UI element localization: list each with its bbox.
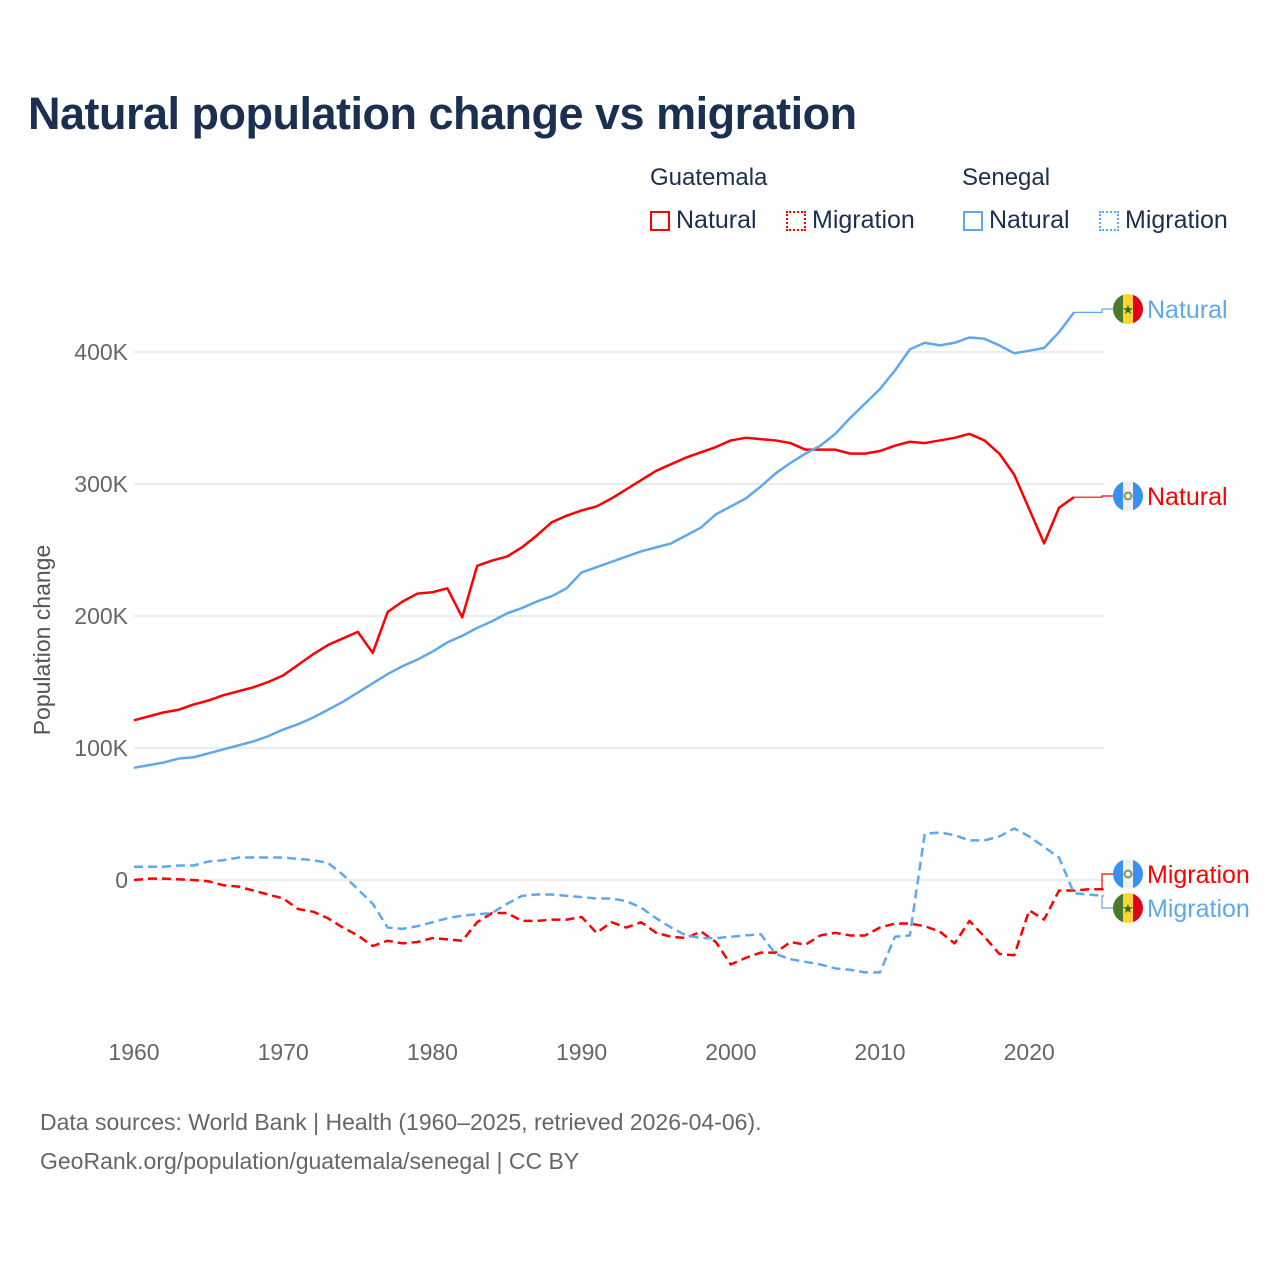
x-tick-label: 2010 xyxy=(854,1039,905,1065)
x-tick-label: 2000 xyxy=(705,1039,756,1065)
footer-link[interactable]: GeoRank.org/population/guatemala/senegal… xyxy=(40,1148,580,1174)
legend-guatemala-migration[interactable]: Migration xyxy=(786,206,915,235)
series-line-guatemala-natural xyxy=(133,432,1075,722)
legend-group-guatemala: Guatemala xyxy=(650,164,768,191)
series-end-label: Migration xyxy=(1147,895,1250,923)
legend-guatemala-natural[interactable]: Natural xyxy=(650,206,757,235)
chart-title: Natural population change vs migration xyxy=(28,88,857,139)
senegal-flag-icon: ★ xyxy=(1113,893,1143,923)
senegal-flag-icon: ★ xyxy=(1113,294,1143,324)
legend-label: Natural xyxy=(989,206,1070,234)
series-end-label: Natural xyxy=(1147,483,1228,511)
series-line-senegal-migration xyxy=(134,827,1104,974)
legend-senegal-migration[interactable]: Migration xyxy=(1099,206,1228,235)
x-tick-label: 1990 xyxy=(556,1039,607,1065)
label-connector xyxy=(1101,895,1114,909)
svg-text:★: ★ xyxy=(1122,901,1134,916)
legend-label: Migration xyxy=(812,206,915,234)
series-end-label: Migration xyxy=(1147,861,1250,889)
x-tick-label: 1980 xyxy=(407,1039,458,1065)
legend-label: Natural xyxy=(676,206,757,234)
label-connector xyxy=(1073,308,1114,313)
legend-label: Migration xyxy=(1125,206,1228,234)
legend-senegal-natural[interactable]: Natural xyxy=(963,206,1070,235)
x-tick-label: 2020 xyxy=(1004,1039,1055,1065)
legend-swatch-dotted xyxy=(786,210,806,231)
x-tick-label: 1970 xyxy=(258,1039,309,1065)
series-line-guatemala-migration xyxy=(133,877,1104,966)
svg-text:★: ★ xyxy=(1122,302,1134,317)
legend-swatch-solid xyxy=(963,210,983,231)
guatemala-flag-icon xyxy=(1113,481,1143,511)
legend-swatch-solid xyxy=(650,210,670,231)
y-tick-label: 200K xyxy=(74,603,128,629)
y-tick-label: 100K xyxy=(74,735,128,761)
y-tick-label: 0 xyxy=(115,867,128,893)
x-tick-label: 1960 xyxy=(108,1039,159,1065)
y-axis-label: Population change xyxy=(29,545,55,736)
guatemala-flag-icon xyxy=(1113,859,1143,889)
footer-sources: Data sources: World Bank | Health (1960–… xyxy=(40,1109,762,1135)
label-connector xyxy=(1073,495,1114,498)
legend-group-senegal: Senegal xyxy=(962,164,1051,191)
y-tick-label: 400K xyxy=(74,339,128,365)
label-connector xyxy=(1101,873,1114,890)
series-end-label: Natural xyxy=(1147,296,1228,324)
legend-swatch-dotted xyxy=(1099,210,1119,231)
y-tick-label: 300K xyxy=(74,471,128,497)
series-line-senegal-natural xyxy=(133,311,1075,770)
